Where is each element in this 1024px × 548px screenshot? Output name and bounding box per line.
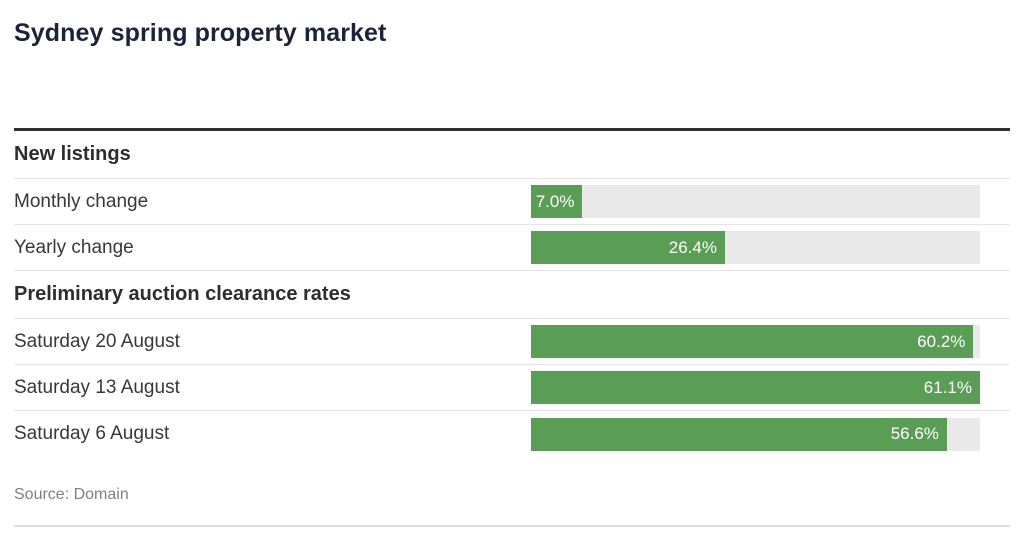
row-label: Saturday 20 August — [14, 330, 180, 352]
section-new-listings: New listings Monthly change 7.0% Yearly … — [14, 131, 1010, 271]
chart-title: Sydney spring property market — [14, 19, 387, 47]
bar-row-sat-6-august: Saturday 6 August 56.6% — [14, 411, 1010, 457]
bar-fill: 60.2% — [531, 325, 974, 358]
chart-container: Sydney spring property market New listin… — [14, 0, 1010, 527]
bar-row-sat-13-august: Saturday 13 August 61.1% — [14, 365, 1010, 411]
bar-value-label: 56.6% — [890, 424, 939, 443]
row-label: Monthly change — [14, 190, 149, 212]
row-label: Yearly change — [14, 236, 134, 258]
bar-row-monthly-change: Monthly change 7.0% — [14, 179, 1010, 225]
bar-fill: 7.0% — [531, 185, 583, 218]
section-clearance-rates: Preliminary auction clearance rates Satu… — [14, 271, 1010, 457]
section-heading-new-listings: New listings — [14, 131, 1010, 179]
bar-row-yearly-change: Yearly change 26.4% — [14, 225, 1010, 271]
source-note: Source: Domain — [14, 486, 129, 503]
section-heading-clearance-rates: Preliminary auction clearance rates — [14, 271, 1010, 319]
bar-value-label: 61.1% — [923, 377, 972, 397]
bar-fill: 56.6% — [531, 417, 947, 451]
bottom-rule — [14, 525, 1010, 527]
bar-fill: 26.4% — [531, 231, 725, 264]
bar-track: 56.6% — [531, 417, 980, 451]
bar-value-label: 26.4% — [668, 237, 717, 257]
top-rule — [14, 128, 1010, 131]
bar-track: 26.4% — [531, 231, 980, 264]
bar-fill: 61.1% — [531, 371, 980, 404]
bar-track: 61.1% — [531, 371, 980, 404]
bar-track: 7.0% — [531, 185, 980, 218]
row-label: Saturday 13 August — [14, 376, 180, 398]
bar-value-label: 60.2% — [917, 331, 966, 351]
row-label: Saturday 6 August — [14, 423, 170, 444]
bar-track: 60.2% — [531, 325, 980, 358]
bar-value-label: 7.0% — [535, 191, 575, 211]
bar-row-sat-20-august: Saturday 20 August 60.2% — [14, 319, 1010, 365]
